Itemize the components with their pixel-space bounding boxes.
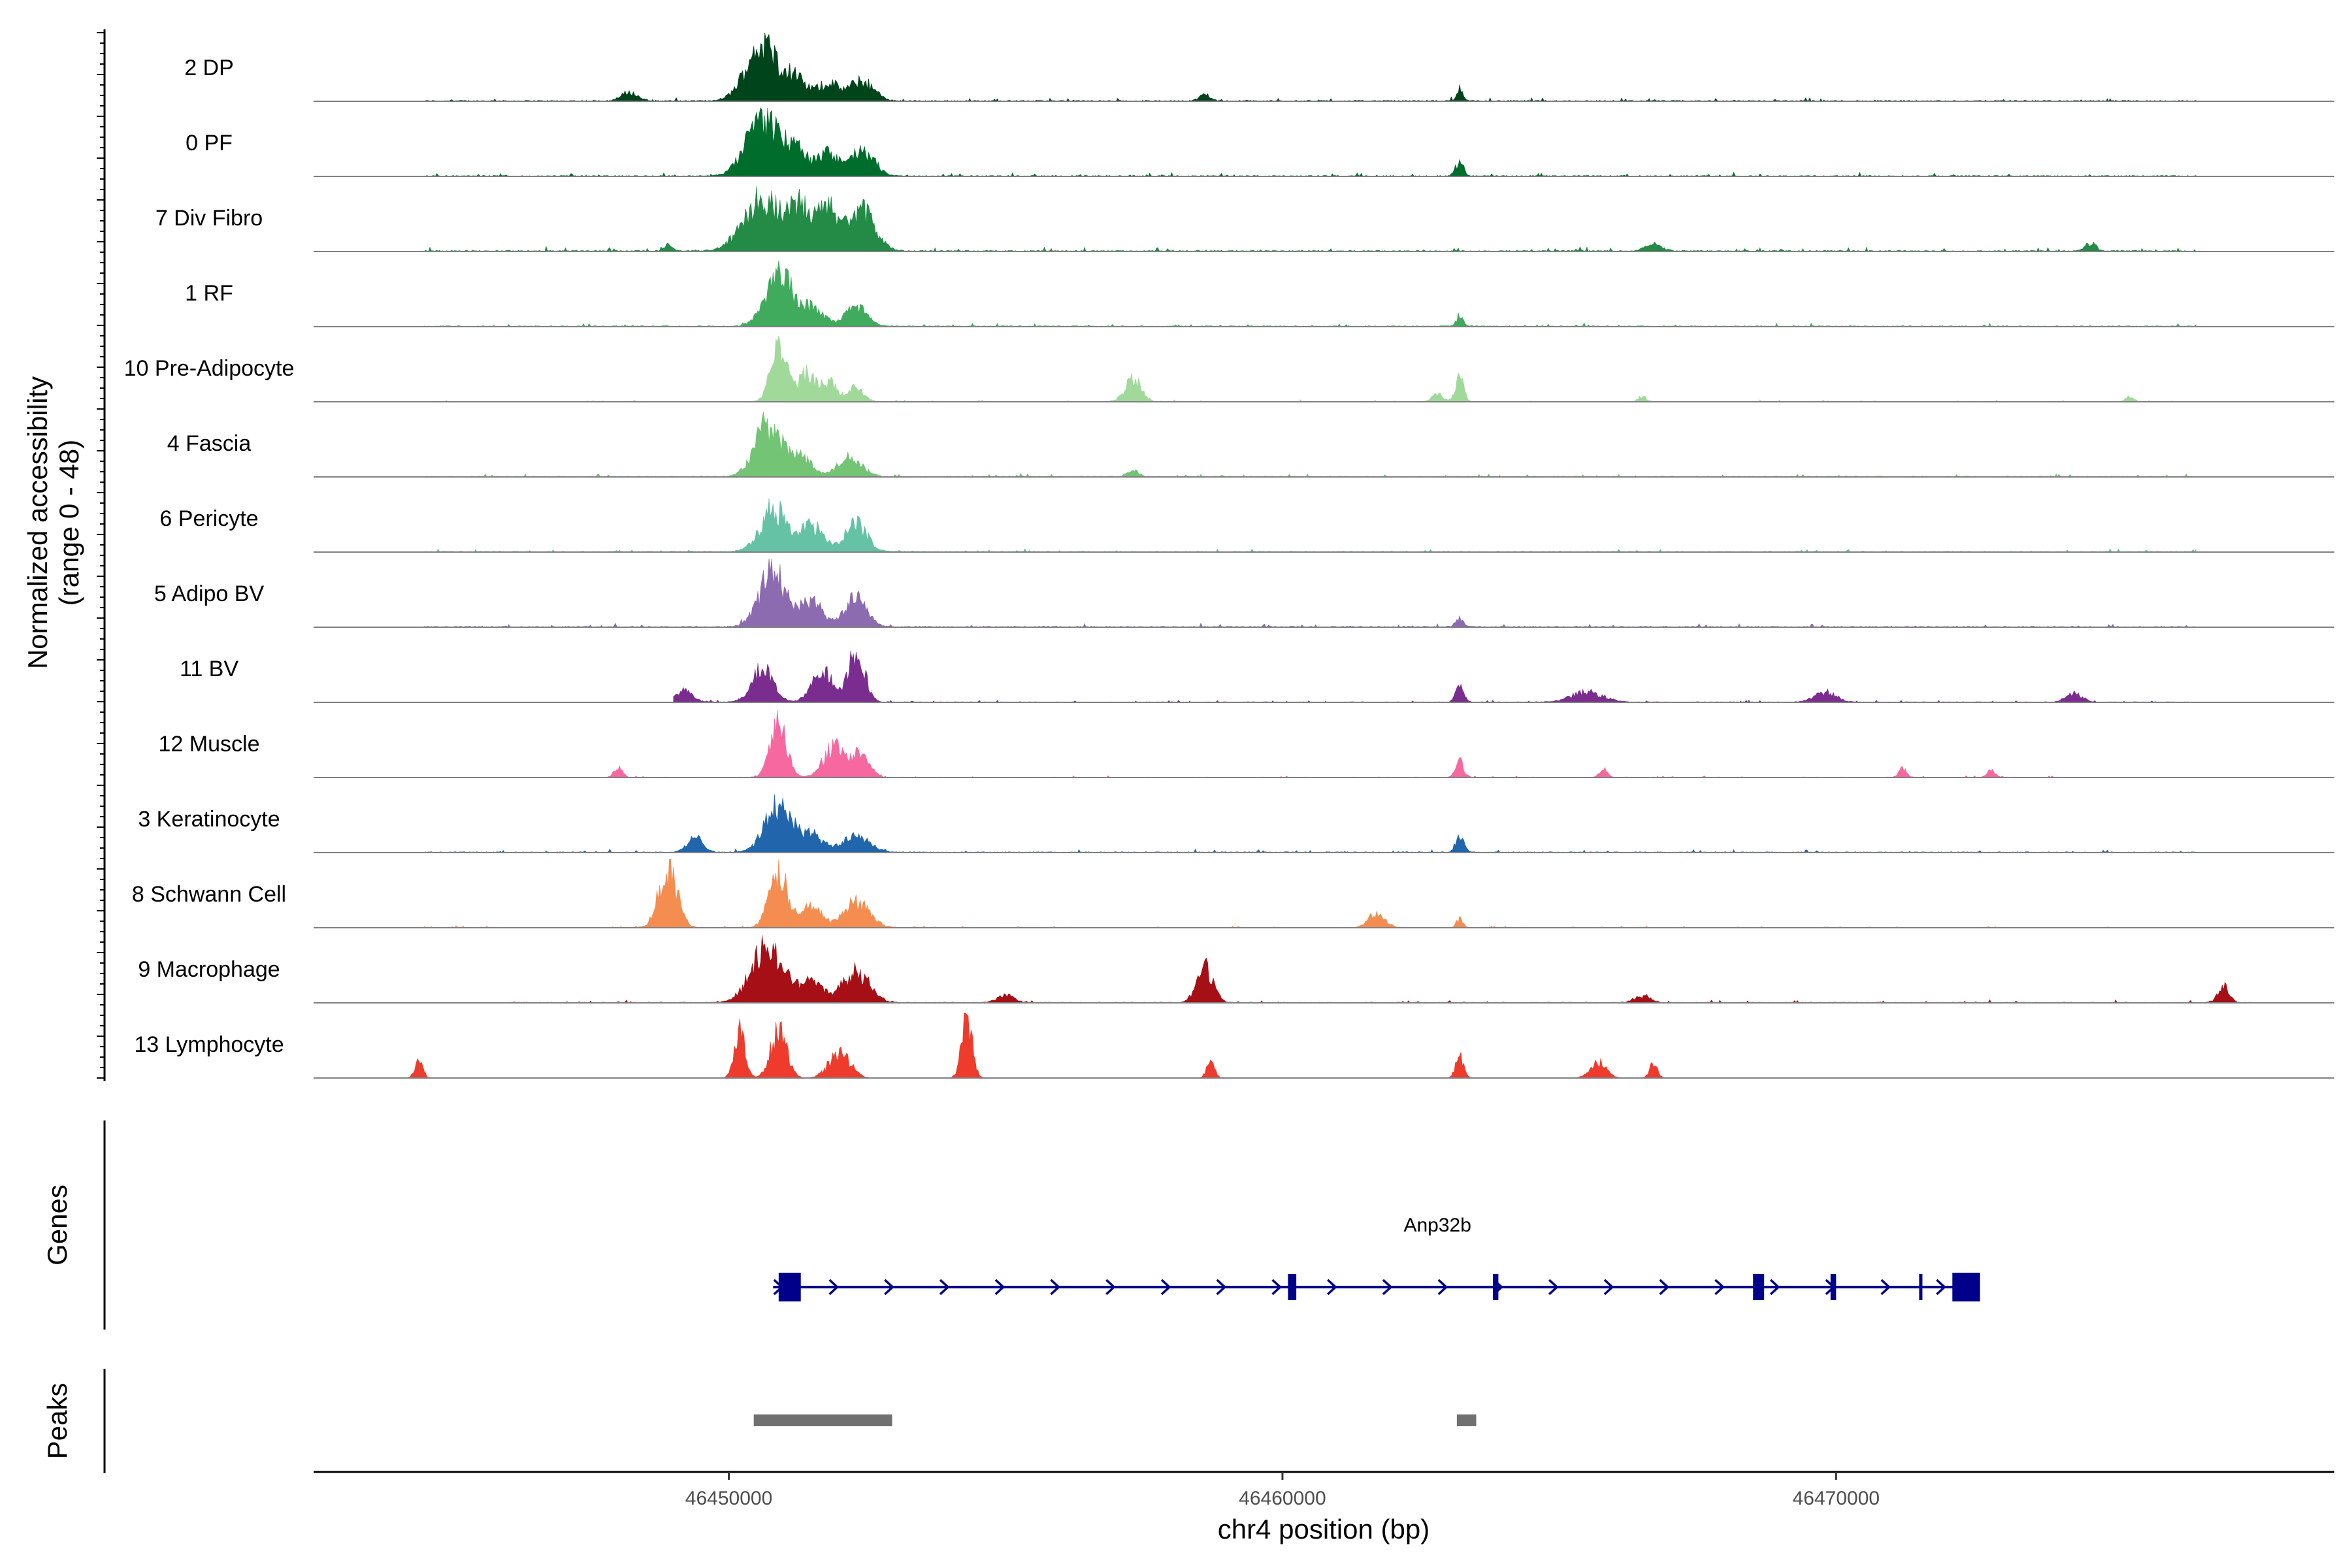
x-tick-label: 46470000 xyxy=(1793,1488,1880,1509)
coverage-track: 2 DP xyxy=(184,32,2334,102)
strand-arrow xyxy=(1659,1279,1670,1296)
strand-arrow xyxy=(1327,1279,1337,1296)
coverage-area xyxy=(424,107,2197,177)
coverage-area xyxy=(424,260,2197,327)
coverage-track: 7 Div Fibro xyxy=(155,186,2334,252)
gene-exon xyxy=(1919,1274,1923,1300)
track-label: 9 Macrophage xyxy=(138,957,280,982)
strand-arrow xyxy=(1437,1279,1448,1296)
coverage-area xyxy=(424,558,2197,628)
strand-arrow xyxy=(1714,1279,1725,1296)
strand-arrow xyxy=(994,1279,1005,1296)
coverage-area xyxy=(424,412,2197,478)
track-label: 4 Fascia xyxy=(167,431,252,456)
gene-name: Anp32b xyxy=(1403,1215,1471,1236)
track-label: 5 Adipo BV xyxy=(154,581,265,606)
gene-exon xyxy=(1753,1274,1765,1300)
strand-arrow xyxy=(1548,1279,1559,1296)
track-label: 3 Keratinocyte xyxy=(138,807,280,832)
strand-arrow xyxy=(1382,1279,1393,1296)
track-label: 13 Lymphocyte xyxy=(134,1032,284,1057)
x-axis-ticks: 46450000 46460000 46470000 xyxy=(685,1472,1880,1509)
peak-region xyxy=(1456,1414,1477,1426)
strand-arrow xyxy=(1769,1279,1780,1296)
gene-exon xyxy=(1830,1274,1837,1300)
track-label: 1 RF xyxy=(185,281,233,306)
coverage-area xyxy=(424,794,2197,853)
strand-arrow xyxy=(1050,1279,1061,1296)
coverage-track: 6 Pericyte xyxy=(159,498,2334,553)
strand-arrow xyxy=(884,1279,894,1296)
peak-region xyxy=(753,1414,892,1426)
coverage-track: 0 PF xyxy=(186,107,2334,177)
track-label: 7 Div Fibro xyxy=(155,206,263,231)
gene-exon xyxy=(1492,1274,1499,1300)
gene-exon xyxy=(1952,1273,1980,1301)
strand-arrow xyxy=(1216,1279,1227,1296)
track-label: 2 DP xyxy=(184,56,234,80)
coverage-area xyxy=(424,858,2114,928)
coverage-area xyxy=(424,186,2197,252)
y-axis-title-group: Normalized accessibility (range 0 - 48) xyxy=(22,376,84,669)
coverage-track: 3 Keratinocyte xyxy=(138,794,2334,853)
strand-arrow xyxy=(939,1279,950,1296)
coverage-track: 11 BV xyxy=(180,650,2334,703)
coverage-track: 4 Fascia xyxy=(167,412,2334,478)
gene-exon xyxy=(778,1273,801,1301)
x-tick-label: 46460000 xyxy=(1239,1488,1326,1509)
coverage-track: 9 Macrophage xyxy=(138,935,2334,1004)
y-axis-title: Normalized accessibility xyxy=(22,376,53,669)
coverage-tracks: 2 DP 0 PF 7 Div Fibro 1 RF 10 Pre-Adipocyte 4… xyxy=(124,32,2334,1079)
strand-arrow xyxy=(1105,1279,1116,1296)
track-label: 10 Pre-Adipocyte xyxy=(124,356,295,381)
coverage-track: 10 Pre-Adipocyte xyxy=(124,336,2334,402)
peaks-track-label: Peaks xyxy=(42,1383,73,1460)
x-axis-title: chr4 position (bp) xyxy=(1218,1514,1430,1544)
y-axis-range-label: (range 0 - 48) xyxy=(54,440,84,606)
strand-arrow xyxy=(1160,1279,1171,1296)
track-label: 6 Pericyte xyxy=(159,506,258,531)
coverage-area xyxy=(424,336,2197,402)
track-label: 12 Muscle xyxy=(159,732,260,757)
coverage-area xyxy=(397,1012,1671,1079)
coverage-track: 12 Muscle xyxy=(159,710,2334,778)
strand-arrow xyxy=(1271,1279,1282,1296)
strand-arrow xyxy=(1603,1279,1614,1296)
track-label: 8 Schwann Cell xyxy=(132,882,286,907)
peak-annotation xyxy=(753,1414,1477,1426)
x-tick-label: 46450000 xyxy=(685,1488,772,1509)
track-label: 0 PF xyxy=(186,131,233,155)
track-label: 11 BV xyxy=(180,657,238,681)
coverage-area xyxy=(590,710,2058,778)
coverage-track: 5 Adipo BV xyxy=(154,558,2334,628)
coverage-y-axis-ticks xyxy=(97,32,105,1079)
genes-track-label: Genes xyxy=(42,1184,73,1266)
coverage-track: 1 RF xyxy=(185,260,2334,327)
coverage-area xyxy=(424,498,2197,553)
coverage-track: 13 Lymphocyte xyxy=(134,1012,2334,1079)
coverage-area xyxy=(673,650,2197,703)
coverage-area xyxy=(507,935,2252,1004)
coverage-area xyxy=(424,32,2197,102)
strand-arrow xyxy=(1880,1279,1891,1296)
strand-arrow xyxy=(828,1279,840,1296)
strand-arrow xyxy=(1936,1279,1946,1296)
coverage-track: 8 Schwann Cell xyxy=(132,858,2334,928)
gene-annotation: Anp32b xyxy=(773,1215,1980,1301)
gene-exon xyxy=(1288,1274,1297,1300)
